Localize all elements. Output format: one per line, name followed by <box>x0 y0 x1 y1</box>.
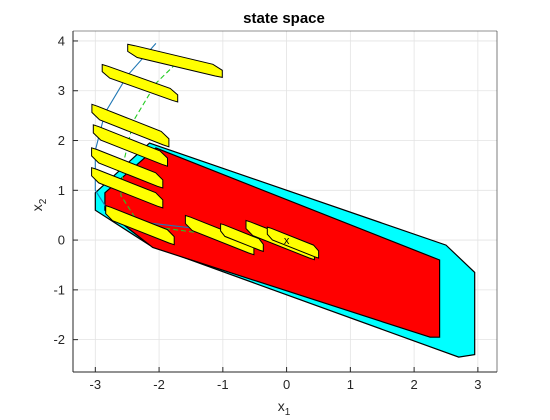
y-tick-label: 1 <box>58 183 65 198</box>
y-axis-label-subscript: 2 <box>38 198 49 204</box>
y-axis-label-main: x <box>29 204 45 211</box>
x-tick-label: 3 <box>474 377 481 392</box>
chart-title: state space <box>243 10 325 27</box>
x-axis-label-subscript: 1 <box>285 407 291 418</box>
target-marker: x <box>284 235 290 247</box>
y-tick-label: 2 <box>58 133 65 148</box>
x-axis-label-main: x <box>278 398 285 414</box>
y-tick-label: 4 <box>58 33 65 48</box>
x-tick-label: -2 <box>153 377 165 392</box>
x-tick-label: 1 <box>347 377 354 392</box>
x-tick-label: 2 <box>410 377 417 392</box>
y-tick-label: -2 <box>53 332 65 347</box>
x-tick-label: 0 <box>283 377 290 392</box>
y-tick-label: -1 <box>53 282 65 297</box>
y-tick-label: 3 <box>58 83 65 98</box>
y-tick-label: 0 <box>58 233 65 248</box>
x-tick-label: -1 <box>217 377 229 392</box>
x-tick-label: -3 <box>90 377 102 392</box>
plot-area: x -3 -2 -1 0 1 2 3 -2 -1 0 1 2 3 4 <box>53 31 497 392</box>
